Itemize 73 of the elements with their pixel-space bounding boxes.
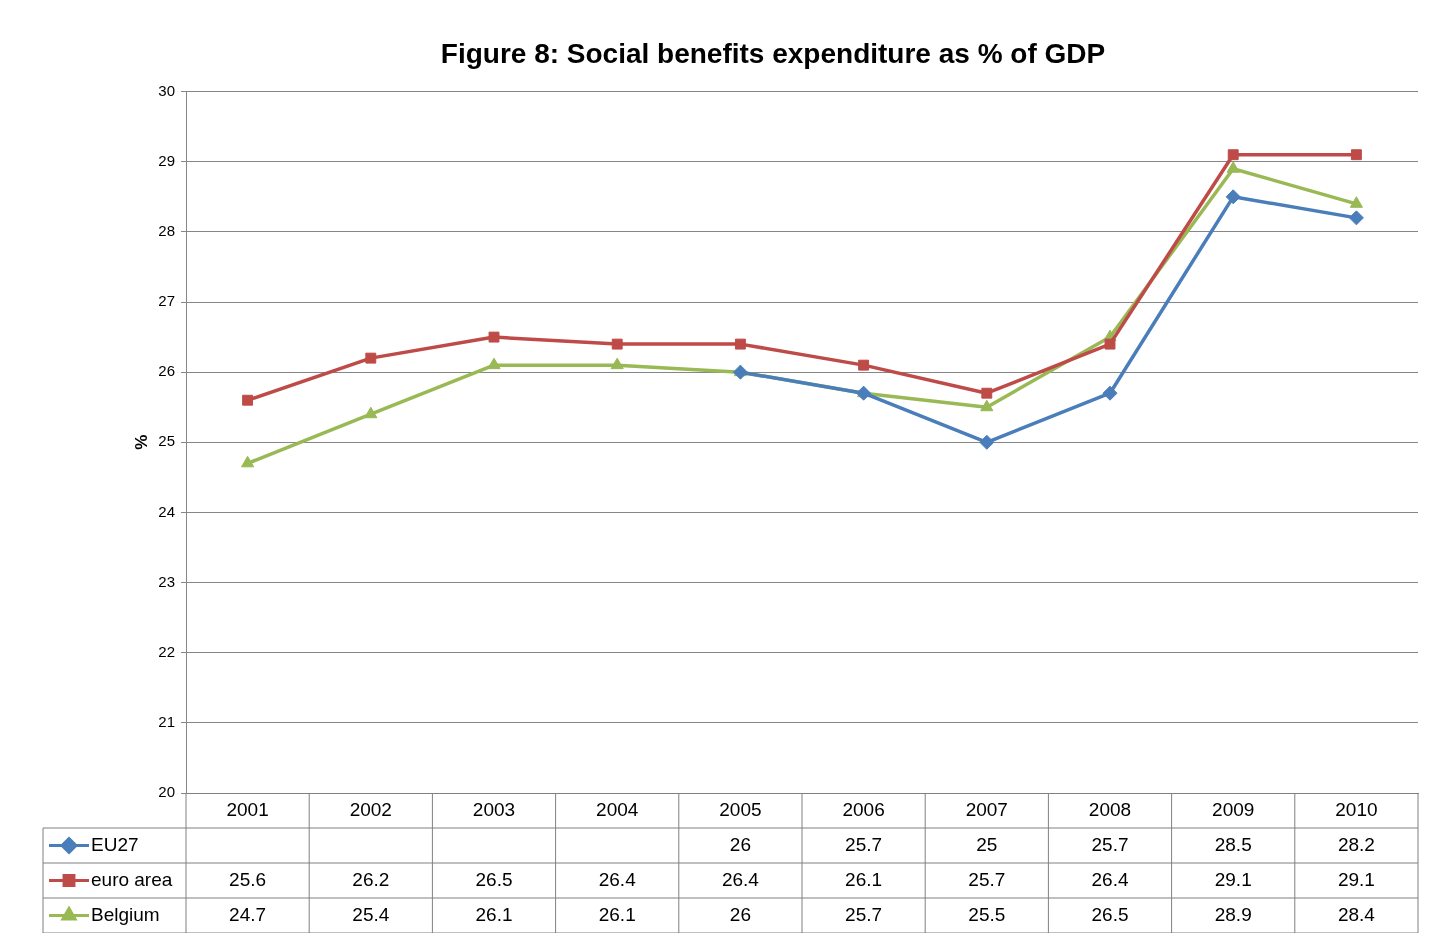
x-tick-label: 2003 [472,798,516,820]
point [981,387,993,399]
point [734,338,746,350]
y-tick-label: 30 [158,81,175,99]
y-tick-label: 24 [158,502,175,520]
point [1227,149,1239,161]
y-axis-title: % [131,434,151,450]
point [1104,338,1116,350]
point [611,338,623,350]
data-label: 29.1 [1337,868,1375,890]
data-label: 28.2 [1337,833,1375,855]
data-label: 26.4 [1091,868,1129,890]
point [364,406,378,419]
data-label: 28.4 [1337,903,1376,925]
data-label: 25.7 [968,868,1006,890]
x-tick-label: 2010 [1335,798,1378,820]
data-label: 25.7 [1091,833,1129,855]
point [1225,189,1241,205]
x-tick-label: 2007 [965,798,1008,820]
data-label: 26.5 [1091,903,1129,925]
legend-label: euro area [91,868,173,890]
point [242,394,254,406]
y-tick-label: 20 [158,783,175,801]
data-label: 26.4 [721,868,760,890]
point [365,352,377,364]
y-tick-label: 21 [158,713,175,730]
y-tick-label: 29 [158,151,175,169]
data-label: 28.5 [1214,833,1252,855]
data-label: 25.6 [229,868,267,890]
data-label: 25 [976,833,998,855]
x-tick-label: 2005 [719,798,762,820]
point [980,399,994,412]
y-tick-label: 22 [158,642,175,660]
data-label: 26.1 [845,868,883,890]
point [1349,196,1363,208]
y-tick-label: 27 [158,292,175,310]
data-label: 28.9 [1214,903,1252,925]
data-label: 25.7 [845,833,883,855]
point [1226,161,1240,173]
y-tick-label: 28 [158,222,175,240]
point [1102,385,1118,401]
chart-title: Figure 8: Social benefits expenditure as % of GDP [440,37,1106,69]
point [858,359,870,371]
y-tick-label: 26 [158,362,175,380]
x-tick-label: 2002 [349,798,392,820]
x-tick-label: 2004 [596,798,639,820]
data-label: 26.1 [475,903,513,925]
point [487,357,501,370]
point [979,434,995,450]
x-tick-label: 2001 [226,798,269,820]
x-tick-label: 2009 [1212,798,1255,820]
data-label: 29.1 [1214,868,1252,890]
data-label: 25.7 [845,903,883,925]
y-tick-label: 25 [158,432,175,450]
data-label: 26 [729,833,751,855]
point [488,331,500,343]
data-label: 24.7 [229,903,267,925]
data-label: 25.4 [352,903,390,925]
point [1348,210,1364,226]
data-label: 26.5 [475,868,513,890]
point [241,455,255,468]
x-tick-label: 2006 [842,798,885,820]
data-label: 26.2 [352,868,390,890]
legend-label: EU27 [91,833,139,855]
point [1350,149,1362,161]
data-label: 26 [729,903,751,925]
point [610,357,624,370]
legend-label: Belgium [91,903,160,925]
x-tick-label: 2008 [1088,798,1132,820]
data-label: 26.1 [598,903,636,925]
y-tick-label: 23 [158,572,175,590]
data-label: 26.4 [598,868,637,890]
data-label: 25.5 [968,903,1006,925]
